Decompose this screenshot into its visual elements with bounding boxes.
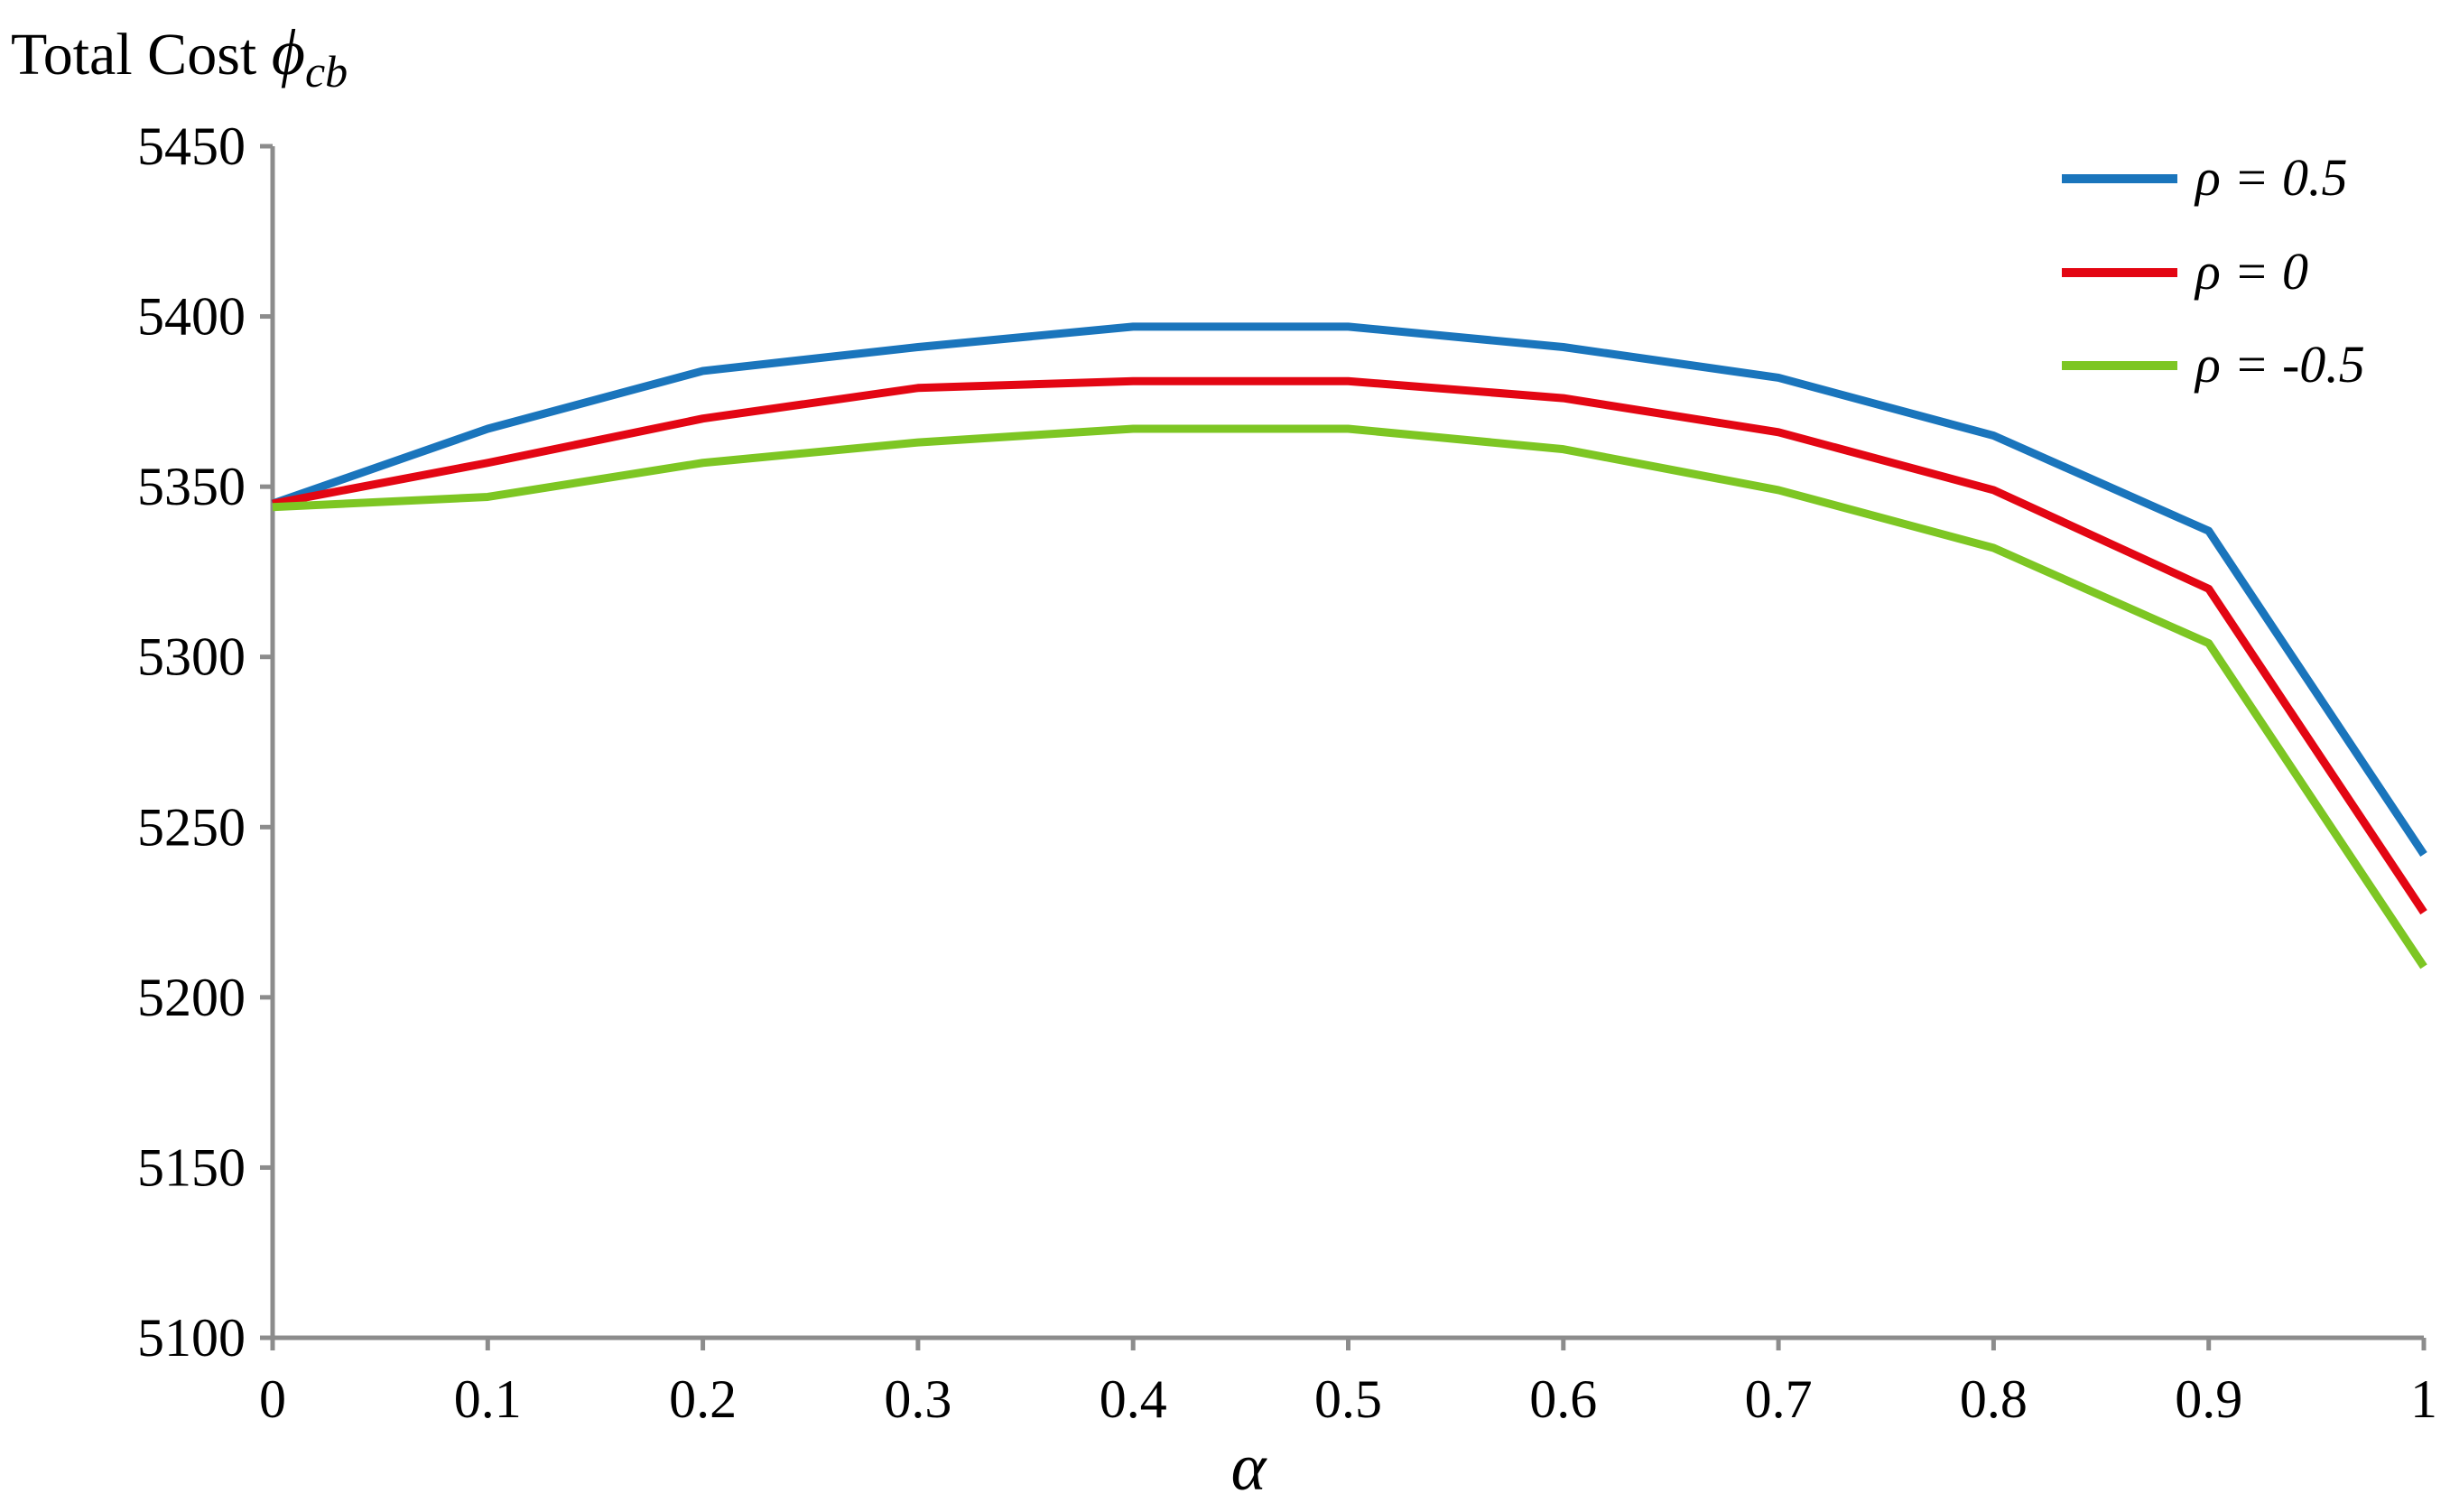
x-tick-label: 0.6 <box>1529 1369 1597 1429</box>
y-tick-label: 5150 <box>137 1137 246 1197</box>
y-axis-title: Total Cost ϕcb <box>11 16 348 97</box>
y-tick-label: 5350 <box>137 457 246 516</box>
x-tick-label: 0.7 <box>1745 1369 1813 1429</box>
axes <box>260 146 2424 1350</box>
y-tick-label: 5400 <box>137 287 246 347</box>
x-tick-label: 0.8 <box>1960 1369 2028 1429</box>
legend-label: ρ = -0.5 <box>2194 335 2365 394</box>
x-tick-label: 0.5 <box>1314 1369 1382 1429</box>
x-tick-label: 0.2 <box>669 1369 737 1429</box>
y-tick-label: 5100 <box>137 1308 246 1368</box>
series-line-1 <box>272 376 2427 915</box>
x-tick-label: 0.1 <box>454 1369 522 1429</box>
y-axis-title-symbol: ϕ <box>272 16 305 88</box>
y-axis-ticks: 5100 5150 5200 5250 5300 5350 5400 5450 <box>137 116 273 1368</box>
series-line-0 <box>271 322 2427 857</box>
series-lines <box>271 322 2427 969</box>
x-axis-ticks: 0 0.1 0.2 0.3 0.4 0.5 0.6 0.7 0.8 0.9 1 <box>259 1338 2437 1429</box>
y-axis-title-text: Total Cost <box>11 22 272 88</box>
x-tick-label: 0.4 <box>1100 1369 1167 1429</box>
x-tick-label: 0.3 <box>884 1369 951 1429</box>
y-tick-label: 5450 <box>137 116 246 176</box>
x-tick-label: 0 <box>259 1369 286 1429</box>
legend-label: ρ = 0 <box>2194 242 2308 301</box>
y-tick-label: 5200 <box>137 968 246 1027</box>
legend-label: ρ = 0.5 <box>2194 148 2347 207</box>
y-tick-label: 5300 <box>137 627 246 687</box>
x-axis-title: α <box>1231 1431 1268 1505</box>
series-line-2 <box>272 424 2427 969</box>
y-tick-label: 5250 <box>137 797 246 857</box>
x-tick-label: 1 <box>2410 1369 2437 1429</box>
legend: ρ = 0.5 ρ = 0 ρ = -0.5 <box>2062 148 2365 394</box>
y-axis-title-subscript: cb <box>305 46 348 97</box>
x-tick-label: 0.9 <box>2175 1369 2242 1429</box>
